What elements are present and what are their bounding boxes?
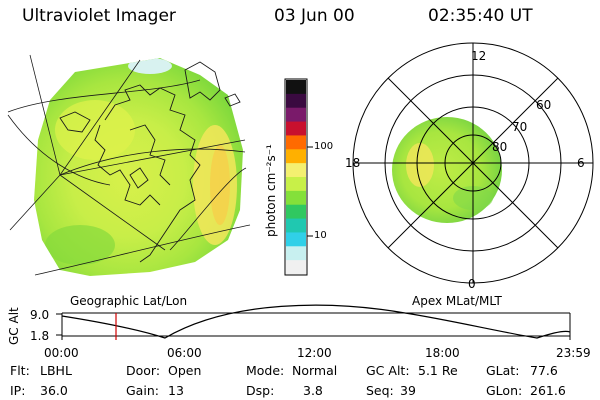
altitude-xtick-2359: 23:59 [556, 346, 591, 360]
colorbar-band [286, 218, 306, 233]
door-value: Open [168, 363, 202, 378]
ip-label: IP: [10, 383, 26, 398]
gain-value: 13 [168, 383, 184, 398]
colorbar-band [286, 80, 306, 95]
geographic-image [7, 54, 251, 276]
colorbar-band [286, 232, 306, 247]
mlt-label-18: 18 [345, 156, 361, 170]
right-panel-label: Apex MLat/MLT [412, 294, 502, 308]
colorbar-band [286, 93, 306, 109]
seq-label: Seq: [366, 383, 394, 398]
door-label: Door: [126, 363, 161, 378]
time-label: 02:35:40 UT [428, 6, 533, 26]
altitude-ytick-9: 9.0 [30, 308, 50, 322]
dsp-value: 3.8 [303, 383, 323, 398]
glat-label: GLat: [486, 363, 520, 378]
gain-label: Gain: [126, 383, 159, 398]
gcalt-value: 5.1 Re [418, 363, 458, 378]
mlt-label-12: 12 [471, 49, 487, 63]
mlt-label-6: 6 [577, 156, 585, 170]
mlat-label-80: 80 [492, 140, 508, 154]
altitude-xtick-0000: 00:00 [44, 346, 79, 360]
colorbar-band [286, 204, 306, 220]
glon-value: 261.6 [530, 383, 566, 398]
mlt-label-0: 0 [468, 277, 476, 291]
altitude-xtick-0600: 06:00 [167, 346, 202, 360]
altitude-xtick-1200: 12:00 [297, 346, 332, 360]
colorbar-tick-100: 100 [314, 141, 334, 152]
left-panel-label: Geographic Lat/Lon [70, 294, 188, 308]
altitude-ylabel: GC Alt [7, 307, 21, 345]
colorbar [284, 78, 313, 276]
colorbar-band [286, 149, 306, 164]
glat-value: 77.6 [530, 363, 558, 378]
flt-value: LBHL [40, 363, 72, 378]
mode-label: Mode: [246, 363, 285, 378]
colorbar-band [286, 107, 306, 123]
altitude-plot [56, 304, 571, 340]
dsp-label: Dsp: [246, 383, 275, 398]
instrument-title: Ultraviolet Imager [22, 6, 176, 26]
mode-value: Normal [292, 363, 338, 378]
mlat-label-70: 70 [512, 120, 528, 134]
altitude-ytick-1.8: 1.8 [30, 329, 50, 343]
colorbar-band [286, 190, 306, 206]
colorbar-tick-10: 10 [314, 230, 327, 241]
date-label: 03 Jun 00 [274, 6, 355, 26]
colorbar-band [286, 246, 306, 261]
colorbar-band [286, 121, 306, 136]
colorbar-band [286, 135, 306, 150]
glon-label: GLon: [486, 383, 523, 398]
colorbar-band [286, 177, 306, 192]
altitude-xtick-1800: 18:00 [425, 346, 460, 360]
gcalt-label: GC Alt: [366, 363, 410, 378]
colorbar-band [286, 163, 306, 178]
flt-label: Flt: [10, 363, 30, 378]
polar-plot [352, 42, 594, 284]
mlat-label-60: 60 [536, 98, 552, 112]
colorbar-band [286, 260, 306, 275]
seq-value: 39 [400, 383, 416, 398]
ip-value: 36.0 [40, 383, 68, 398]
colorbar-unit: photon cm⁻²s⁻¹ [264, 144, 278, 237]
